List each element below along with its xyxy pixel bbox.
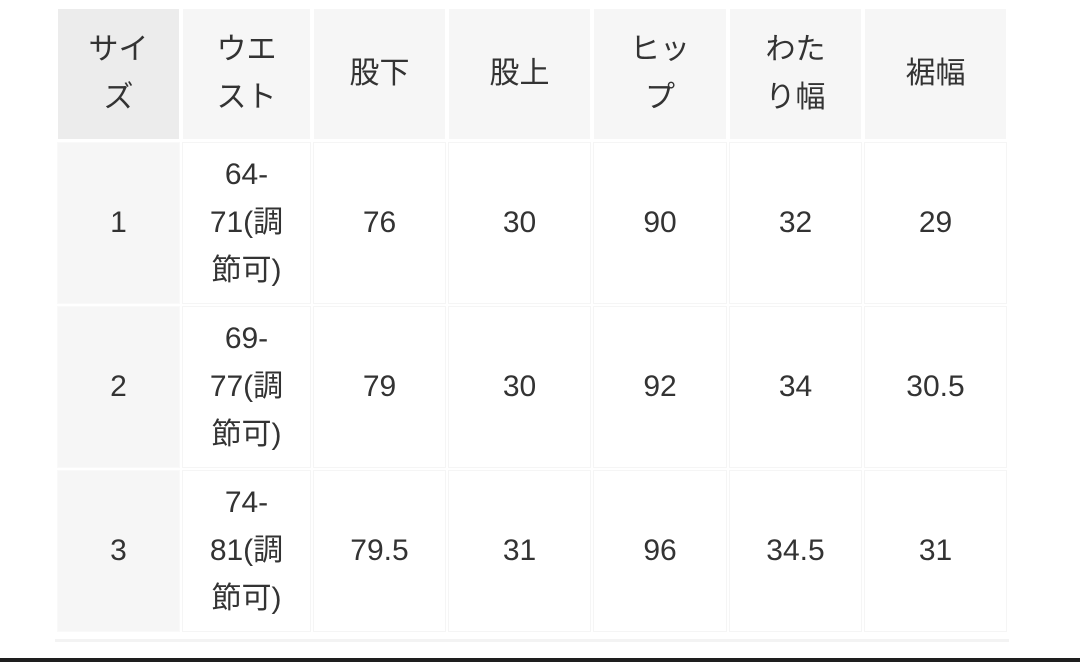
- inseam-cell: 79: [313, 306, 446, 468]
- column-header-hip: ヒップ: [593, 8, 727, 140]
- size-cell: 1: [57, 142, 180, 304]
- rise-cell: 30: [448, 306, 591, 468]
- size-cell: 2: [57, 306, 180, 468]
- table-row-size-2: 2 69-77(調節可) 79 30 92 34 30.5: [57, 306, 1007, 468]
- waist-cell: 74-81(調節可): [182, 470, 311, 632]
- column-header-size: サイズ: [57, 8, 180, 140]
- inseam-cell: 76: [313, 142, 446, 304]
- header-row: サイズ ウエスト 股下 股上 ヒップ わたり幅 裾幅: [57, 8, 1007, 140]
- inseam-cell: 79.5: [313, 470, 446, 632]
- table-row-size-1: 1 64-71(調節可) 76 30 90 32 29: [57, 142, 1007, 304]
- rise-cell: 30: [448, 142, 591, 304]
- size-chart-table: サイズ ウエスト 股下 股上 ヒップ わたり幅 裾幅 1 64-71(調節可) …: [55, 6, 1009, 634]
- size-chart-container: サイズ ウエスト 股下 股上 ヒップ わたり幅 裾幅 1 64-71(調節可) …: [55, 6, 1009, 634]
- rise-cell: 31: [448, 470, 591, 632]
- section-divider-line: [0, 658, 1080, 662]
- column-header-hem-width: 裾幅: [864, 8, 1007, 140]
- hem-width-cell: 30.5: [864, 306, 1007, 468]
- table-bottom-edge: [55, 639, 1009, 642]
- column-header-inseam: 股下: [313, 8, 446, 140]
- hem-width-cell: 29: [864, 142, 1007, 304]
- table-row-size-3: 3 74-81(調節可) 79.5 31 96 34.5 31: [57, 470, 1007, 632]
- hem-width-cell: 31: [864, 470, 1007, 632]
- column-header-rise: 股上: [448, 8, 591, 140]
- column-header-thigh-width: わたり幅: [729, 8, 862, 140]
- thigh-width-cell: 34: [729, 306, 862, 468]
- hip-cell: 92: [593, 306, 727, 468]
- waist-cell: 64-71(調節可): [182, 142, 311, 304]
- hip-cell: 90: [593, 142, 727, 304]
- column-header-waist: ウエスト: [182, 8, 311, 140]
- size-cell: 3: [57, 470, 180, 632]
- thigh-width-cell: 32: [729, 142, 862, 304]
- thigh-width-cell: 34.5: [729, 470, 862, 632]
- hip-cell: 96: [593, 470, 727, 632]
- waist-cell: 69-77(調節可): [182, 306, 311, 468]
